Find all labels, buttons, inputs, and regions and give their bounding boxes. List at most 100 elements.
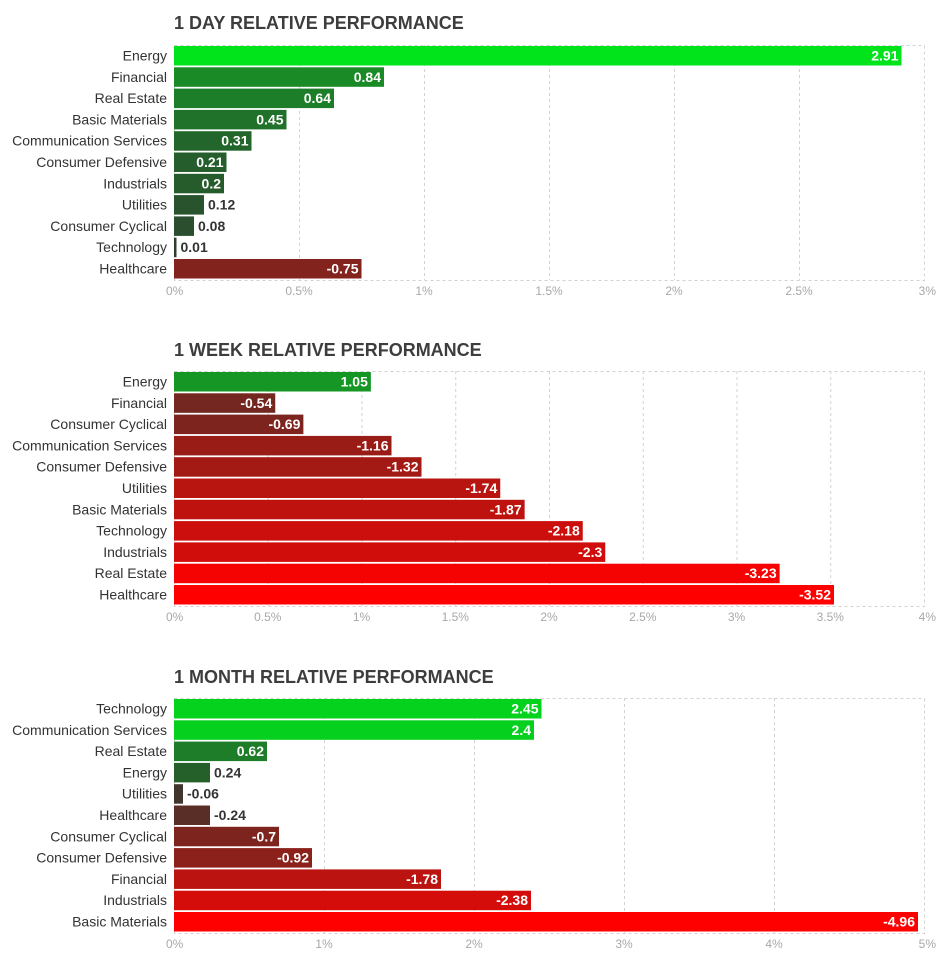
tick-label: 1.5% <box>442 610 470 624</box>
value-label-communication-services: 0.31 <box>221 133 248 149</box>
bar-energy[interactable] <box>174 762 210 783</box>
bar-consumer-cyclical[interactable] <box>174 216 194 236</box>
bar-technology[interactable] <box>174 237 177 258</box>
tick-label: 3% <box>728 610 746 624</box>
value-label-industrials: -2.3 <box>578 544 602 560</box>
category-label-financial: Financial <box>111 395 167 411</box>
bar-consumer-defensive[interactable] <box>174 848 312 868</box>
tick-label: 0% <box>166 610 184 624</box>
value-label-consumer-defensive: -1.32 <box>387 459 419 475</box>
bar-consumer-defensive[interactable] <box>174 457 422 477</box>
value-label-healthcare: -0.24 <box>214 807 246 823</box>
bar-real-estate[interactable] <box>174 741 267 762</box>
category-label-real-estate: Real Estate <box>95 90 168 106</box>
value-label-technology: -2.18 <box>548 523 580 539</box>
bar-healthcare[interactable] <box>174 585 834 605</box>
category-label-consumer-defensive: Consumer Defensive <box>36 459 167 475</box>
category-label-healthcare: Healthcare <box>99 261 167 277</box>
bar-financial[interactable] <box>174 869 441 889</box>
bar-basic-materials[interactable] <box>174 109 287 130</box>
bar-industrials[interactable] <box>174 173 224 194</box>
bar-consumer-defensive[interactable] <box>174 152 227 173</box>
value-label-utilities: -0.06 <box>187 786 219 802</box>
tick-label: 4% <box>765 937 783 951</box>
category-label-industrials: Industrials <box>103 175 167 191</box>
value-label-consumer-cyclical: -0.69 <box>268 416 300 432</box>
tick-label: 1% <box>353 610 371 624</box>
tick-label: 2% <box>665 284 683 298</box>
value-label-communication-services: -1.16 <box>357 437 389 453</box>
bar-communication-services[interactable] <box>174 720 534 740</box>
value-label-basic-materials: 0.45 <box>256 111 283 127</box>
value-label-consumer-defensive: 0.21 <box>196 154 223 170</box>
tick-label: 2.5% <box>785 284 813 298</box>
bar-industrials[interactable] <box>174 890 531 911</box>
category-label-real-estate: Real Estate <box>95 743 168 759</box>
category-label-consumer-cyclical: Consumer Cyclical <box>50 828 167 844</box>
value-label-energy: 1.05 <box>341 374 368 390</box>
value-label-real-estate: 0.62 <box>237 743 264 759</box>
category-label-communication-services: Communication Services <box>12 133 167 149</box>
category-label-energy: Energy <box>123 374 167 390</box>
bar-real-estate[interactable] <box>174 563 780 584</box>
value-label-consumer-cyclical: -0.7 <box>252 828 276 844</box>
bar-real-estate[interactable] <box>174 88 334 109</box>
category-label-healthcare: Healthcare <box>99 587 167 603</box>
tick-label: 3.5% <box>817 610 845 624</box>
bar-financial[interactable] <box>174 67 384 87</box>
bar-healthcare[interactable] <box>174 805 210 826</box>
chart-1: 1 DAY RELATIVE PERFORMANCE 0% 0.5% 1% 1.5% 2%… <box>12 13 936 298</box>
bar-consumer-cyclical[interactable] <box>174 414 304 435</box>
value-label-utilities: -1.74 <box>465 480 497 496</box>
tick-label: 0.5% <box>285 284 313 298</box>
value-label-industrials: -2.38 <box>496 892 528 908</box>
bar-technology[interactable] <box>174 521 583 541</box>
bar-technology[interactable] <box>174 699 542 719</box>
chart-title: 1 MONTH RELATIVE PERFORMANCE <box>174 667 494 687</box>
category-label-energy: Energy <box>123 48 167 64</box>
category-label-industrials: Industrials <box>103 892 167 908</box>
tick-label: 2% <box>540 610 558 624</box>
bar-basic-materials[interactable] <box>174 499 525 520</box>
value-label-utilities: 0.12 <box>208 197 235 213</box>
value-label-healthcare: -3.52 <box>799 587 831 603</box>
chart-title: 1 DAY RELATIVE PERFORMANCE <box>174 13 464 33</box>
bar-energy[interactable] <box>174 46 902 66</box>
tick-label: 3% <box>615 937 633 951</box>
chart-3: 1 MONTH RELATIVE PERFORMANCE 0% 1% 2% 3% 4% 5%… <box>12 667 936 951</box>
bar-utilities[interactable] <box>174 478 501 499</box>
category-label-communication-services: Communication Services <box>12 437 167 453</box>
bar-consumer-cyclical[interactable] <box>174 826 279 847</box>
category-label-technology: Technology <box>96 239 167 255</box>
category-label-basic-materials: Basic Materials <box>72 501 167 517</box>
category-label-basic-materials: Basic Materials <box>72 111 167 127</box>
category-label-consumer-defensive: Consumer Defensive <box>36 154 167 170</box>
bar-utilities[interactable] <box>174 195 204 215</box>
category-label-energy: Energy <box>123 764 167 780</box>
category-label-utilities: Utilities <box>122 197 167 213</box>
category-label-real-estate: Real Estate <box>95 565 168 581</box>
category-label-basic-materials: Basic Materials <box>72 914 167 930</box>
tick-label: 0% <box>166 284 184 298</box>
bar-utilities[interactable] <box>174 784 183 804</box>
chart-2: 1 WEEK RELATIVE PERFORMANCE 0% 0.5% 1% 1.5% 2… <box>12 340 936 624</box>
value-label-real-estate: -3.23 <box>745 565 777 581</box>
category-label-financial: Financial <box>111 871 167 887</box>
bar-communication-services[interactable] <box>174 435 392 456</box>
bar-basic-materials[interactable] <box>174 912 918 932</box>
bar-healthcare[interactable] <box>174 259 362 279</box>
value-label-consumer-cyclical: 0.08 <box>198 218 225 234</box>
category-label-technology: Technology <box>96 701 167 717</box>
category-label-communication-services: Communication Services <box>12 722 167 738</box>
category-label-consumer-cyclical: Consumer Cyclical <box>50 218 167 234</box>
bar-financial[interactable] <box>174 393 276 413</box>
bar-communication-services[interactable] <box>174 131 252 151</box>
bar-industrials[interactable] <box>174 542 606 562</box>
category-label-healthcare: Healthcare <box>99 807 167 823</box>
value-label-technology: 2.45 <box>511 701 538 717</box>
tick-label: 5% <box>919 937 937 951</box>
value-label-real-estate: 0.64 <box>304 90 331 106</box>
bar-energy[interactable] <box>174 372 371 392</box>
tick-label: 0.5% <box>254 610 282 624</box>
